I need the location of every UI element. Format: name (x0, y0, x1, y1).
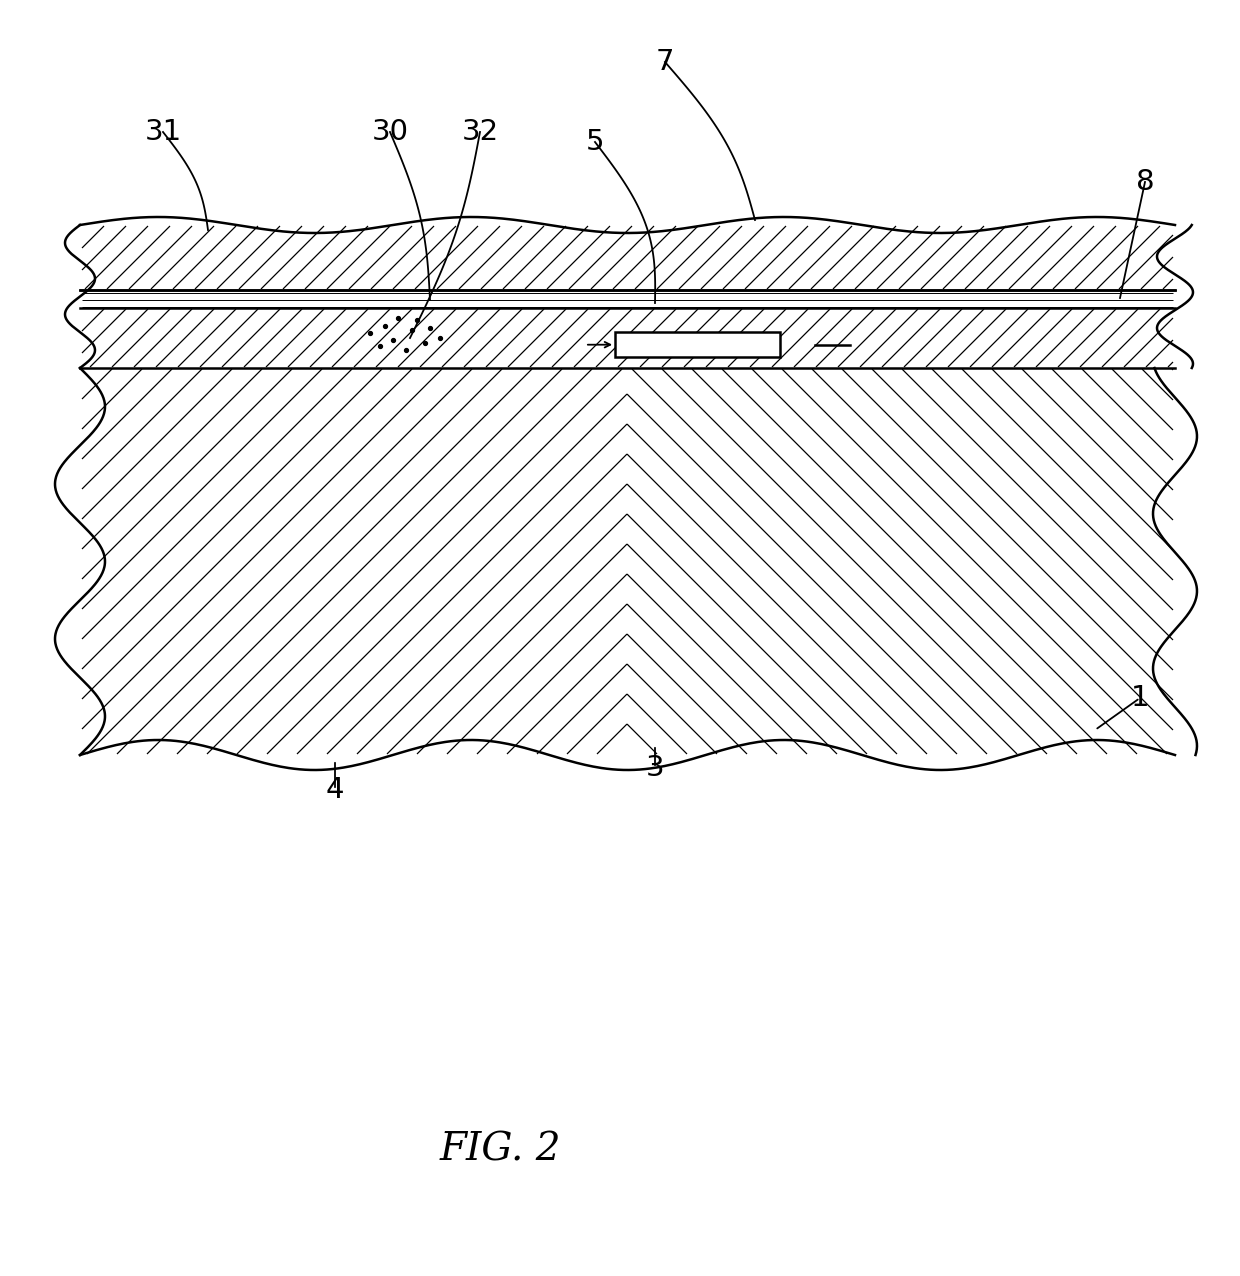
Text: FIG. 2: FIG. 2 (439, 1132, 560, 1169)
Text: 8: 8 (1136, 168, 1154, 197)
Text: 5: 5 (585, 128, 604, 156)
Text: 4: 4 (326, 776, 345, 804)
Text: 30: 30 (372, 117, 408, 145)
Text: 1: 1 (1131, 684, 1149, 712)
Bar (615, 332, 780, 357)
Text: 31: 31 (144, 117, 181, 145)
Text: 3: 3 (646, 754, 665, 782)
Text: 7: 7 (656, 48, 675, 77)
Text: 32: 32 (461, 117, 498, 145)
